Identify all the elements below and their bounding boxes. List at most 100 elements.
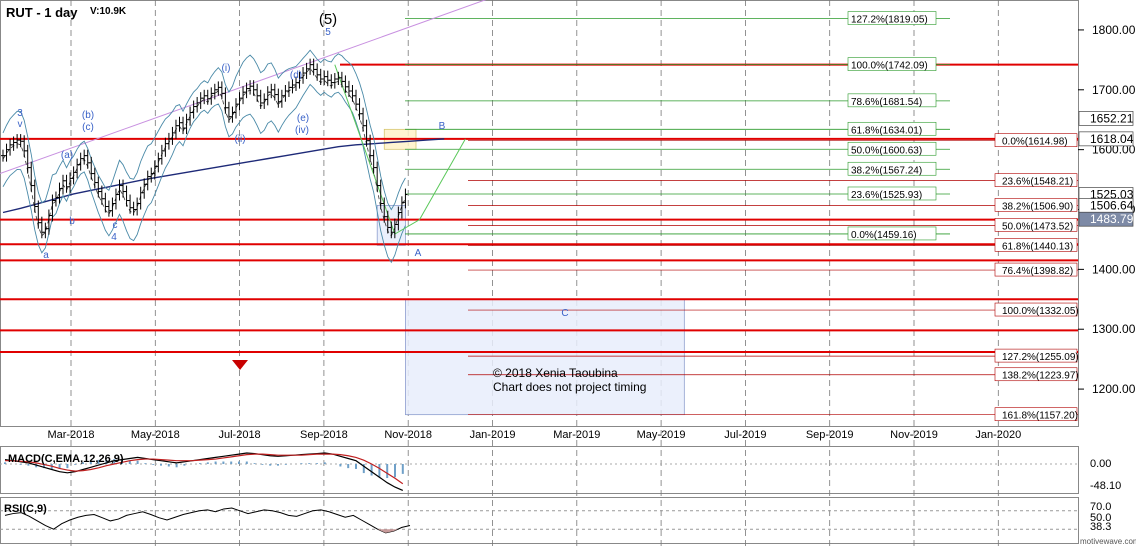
- rsi-panel: 70.050.038.3: [0, 501, 1111, 534]
- fib-green-box: [847, 11, 937, 25]
- fib-green-box: [847, 186, 937, 201]
- x-tick-jan-2020: Jan-2020: [975, 429, 1021, 441]
- target-box-c: [405, 298, 685, 416]
- fib-red-label: 138.2%(1223.97): [1002, 371, 1079, 382]
- fib-red-label: 100.0%(1332.05): [1002, 306, 1079, 317]
- chart-frames: [0, 0, 1079, 544]
- projected-wave-path: [334, 64, 466, 235]
- wave-label: B: [439, 121, 446, 132]
- macd-title: MACD(C,EMA,12,26,9): [8, 453, 124, 465]
- fib-red-box: [994, 348, 1078, 363]
- price-tag-label: 1652.21: [1090, 111, 1134, 125]
- wave-label: c: [113, 220, 118, 231]
- fib-red-label: 61.8%(1440.13): [1002, 241, 1073, 252]
- fib-red-label: 0.0%(1614.98): [1002, 137, 1068, 148]
- y-tick-label: 1700.00: [1092, 83, 1136, 97]
- fib-green-box: [847, 141, 937, 156]
- x-tick-jul-2019: Jul-2019: [724, 429, 766, 441]
- price-tag-label: 1618.04: [1090, 132, 1134, 146]
- wave-label: (b): [82, 110, 94, 121]
- x-tick-sep-2018: Sep-2018: [300, 429, 348, 441]
- wave-label: (ii): [234, 134, 245, 145]
- fib-green-box: [847, 57, 937, 71]
- fib-green-box: [847, 226, 937, 241]
- upper-band: [2, 49, 406, 211]
- x-tick-sep-2019: Sep-2019: [806, 429, 854, 441]
- fib-green-box: [847, 93, 937, 108]
- price-tag-label: 1525.03: [1090, 188, 1134, 202]
- wave-label: 5: [325, 27, 331, 38]
- price-tag: [1078, 111, 1134, 126]
- rsi-title: RSI(C,9): [4, 503, 47, 515]
- wave-label: A: [415, 248, 422, 259]
- macd-tick-label: -48.10: [1090, 480, 1121, 492]
- watermark-line2: Chart does not project timing: [493, 380, 646, 394]
- x-tick-nov-2018: Nov-2018: [384, 429, 432, 441]
- fib-green-label: 78.6%(1681.54): [851, 97, 922, 108]
- volume-label: V:10.9K: [90, 6, 127, 17]
- wave-label: b: [69, 216, 75, 227]
- y-tick-label: 1800.00: [1092, 23, 1136, 37]
- fib-red-label: 38.2%(1506.90): [1002, 201, 1073, 212]
- y-tick-label: 1400.00: [1092, 262, 1136, 276]
- wave-label: 3: [17, 108, 23, 119]
- macd-tick-label: 0.00: [1090, 458, 1111, 470]
- x-tick-jan-2019: Jan-2019: [470, 429, 516, 441]
- macd-line-macd: [4, 452, 404, 491]
- price-axis[interactable]: 1200.001300.001400.001500.001600.001700.…: [1078, 23, 1136, 396]
- price-bars: [1, 58, 408, 239]
- time-axis[interactable]: Mar-2018 May-2018 Jul-2018 Sep-2018 Nov-2018…: [47, 429, 1021, 441]
- y-tick-label: 1300.00: [1092, 322, 1136, 336]
- rsi-tick-label: 38.3: [1090, 521, 1111, 533]
- fib-red-label: 161.8%(1157.20): [1002, 411, 1078, 422]
- wave-labels: (5)5 3v (a) (b)(c) (d) (e) (i) (ii) (iv) a b c4 B A C: [17, 11, 569, 370]
- fib-red-box: [994, 198, 1078, 212]
- fib-red-label: 76.4%(1398.82): [1002, 266, 1073, 277]
- fib-red-label: 127.2%(1255.09): [1002, 352, 1079, 363]
- chart-title: RUT - 1 day: [6, 5, 78, 20]
- vertical-gridlines: [70, 0, 999, 547]
- main-panel-border: [0, 0, 1079, 427]
- fib-green-label: 61.8%(1634.01): [851, 125, 922, 136]
- x-tick-nov-2019: Nov-2019: [890, 429, 938, 441]
- x-tick-mar-2019: Mar-2019: [553, 429, 600, 441]
- x-tick-may-2018: May-2018: [131, 429, 180, 441]
- x-tick-may-2019: May-2019: [637, 429, 686, 441]
- wave-label: (5): [319, 11, 337, 28]
- fib-red-box: [994, 262, 1078, 277]
- fib-green-label: 0.0%(1459.16): [851, 230, 917, 241]
- fib-red-box: [994, 218, 1078, 232]
- wave-label: (e): [297, 113, 309, 124]
- wave-label: (i): [222, 63, 231, 74]
- fib-green-label: 100.0%(1742.09): [851, 61, 928, 72]
- fib-green-label: 38.2%(1567.24): [851, 165, 922, 176]
- x-tick-mar-2018: Mar-2018: [47, 429, 94, 441]
- fib-red-box: [994, 367, 1078, 382]
- horizontal-levels: 127.2%(1819.05) 100.0%(1742.09) 78.6%(1681…: [0, 11, 1079, 422]
- fib-green-box: [847, 121, 937, 136]
- macd-line-signal: [5, 453, 404, 485]
- fib-green-label: 23.6%(1525.93): [851, 190, 922, 201]
- overlays: [0, 0, 487, 264]
- fib-red-box: [994, 173, 1078, 187]
- price-tag: [1078, 131, 1134, 147]
- macd-panel: 0.00 -48.10: [0, 452, 1121, 492]
- rsi-tick-label: 70.0: [1090, 501, 1111, 513]
- wave-label: a: [43, 250, 49, 261]
- fib-red-box: [994, 238, 1078, 252]
- down-arrow-icon: [232, 360, 248, 370]
- fib-red-box: [994, 302, 1078, 317]
- fib-red-label: 23.6%(1548.21): [1002, 177, 1073, 188]
- wave-label: (a): [61, 150, 73, 161]
- rsi-tick-label: 50.0: [1090, 512, 1111, 524]
- price-tag: [1078, 211, 1134, 227]
- moving-average-line: [2, 138, 445, 214]
- price-tag-label: 1483.79: [1090, 212, 1134, 226]
- fib-green-box: [847, 161, 937, 176]
- price-tag-label: 1506.64: [1090, 199, 1134, 213]
- rsi-panel-border: [0, 497, 1079, 544]
- wave-label: (iv): [295, 125, 309, 136]
- wave-label: (d): [290, 70, 302, 81]
